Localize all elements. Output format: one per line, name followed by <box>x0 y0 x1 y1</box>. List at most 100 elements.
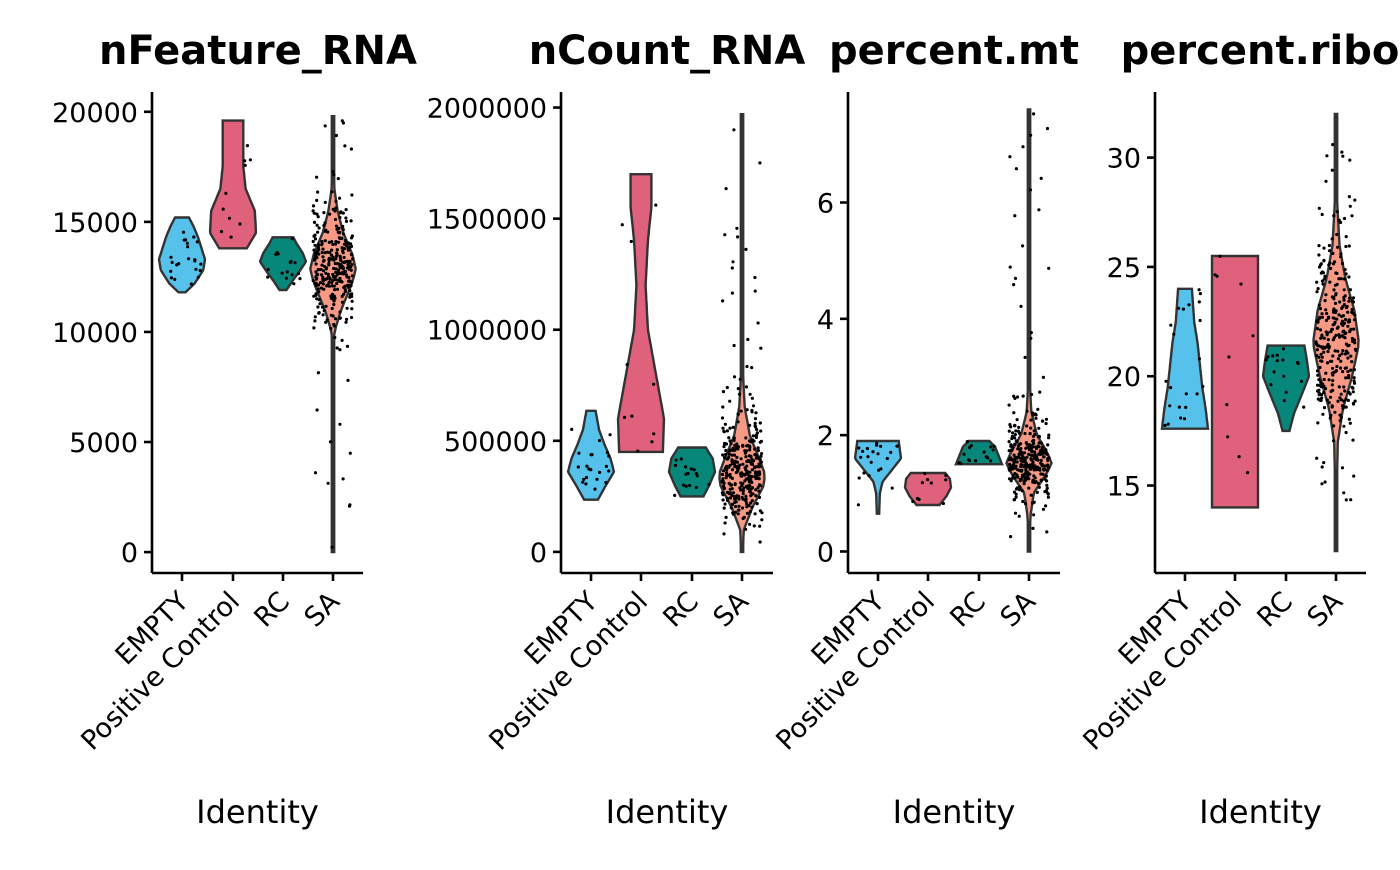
data-point <box>746 443 750 447</box>
data-point <box>1009 425 1013 429</box>
data-point <box>1341 154 1345 158</box>
jitter-points-sa <box>311 119 355 549</box>
data-point <box>1009 464 1013 468</box>
data-point <box>962 452 966 456</box>
data-point <box>1201 384 1205 389</box>
data-point <box>1020 473 1025 477</box>
data-point <box>1334 333 1338 337</box>
data-point <box>324 271 328 275</box>
data-point <box>266 267 270 272</box>
data-point <box>1352 376 1356 380</box>
data-point <box>1316 421 1320 425</box>
data-point <box>311 239 315 244</box>
data-point <box>1353 318 1357 322</box>
data-point <box>757 473 762 477</box>
data-point <box>1318 307 1322 311</box>
data-point <box>346 378 350 382</box>
data-point <box>654 203 658 207</box>
data-point <box>1018 477 1023 481</box>
data-point <box>731 491 736 495</box>
data-point <box>332 302 336 307</box>
data-point <box>758 524 762 528</box>
data-point <box>1044 449 1048 453</box>
data-point <box>760 518 764 522</box>
data-point <box>1337 313 1341 317</box>
data-point <box>1348 421 1352 425</box>
data-point <box>1047 436 1051 440</box>
data-point <box>1342 385 1346 389</box>
data-point <box>1030 450 1034 454</box>
data-point <box>748 484 752 488</box>
data-point <box>1331 379 1335 383</box>
data-point <box>245 144 249 148</box>
data-point <box>1015 440 1019 444</box>
data-point <box>292 282 296 286</box>
data-point <box>334 267 338 271</box>
data-point <box>347 267 351 271</box>
data-point <box>1041 375 1045 379</box>
data-point <box>917 497 921 501</box>
data-point <box>681 483 686 487</box>
y-tick-label: 25 <box>1107 253 1141 284</box>
data-point <box>589 468 593 472</box>
data-point <box>1013 472 1017 476</box>
data-point <box>759 454 763 458</box>
data-point <box>1323 387 1328 391</box>
data-point <box>944 473 948 477</box>
data-point <box>313 243 317 247</box>
data-point <box>1339 322 1344 326</box>
violin-empty <box>157 216 207 294</box>
data-point <box>749 494 753 498</box>
data-point <box>625 363 629 367</box>
data-point <box>1015 395 1020 399</box>
jitter-points-rc <box>957 440 996 465</box>
data-point <box>736 512 740 516</box>
data-point <box>1017 425 1021 429</box>
data-point <box>314 293 318 297</box>
data-point <box>729 442 733 446</box>
data-point <box>747 439 752 443</box>
data-point <box>343 144 347 148</box>
data-point <box>1342 491 1346 495</box>
data-point <box>1352 379 1356 383</box>
data-point <box>1338 413 1342 417</box>
data-point <box>330 257 334 261</box>
data-point <box>1275 359 1279 363</box>
panel-title: percent.mt <box>829 28 1079 74</box>
data-point <box>753 447 757 451</box>
data-point <box>733 500 737 504</box>
data-point <box>1339 255 1343 259</box>
data-point <box>750 457 754 461</box>
data-point <box>1024 441 1028 445</box>
data-point <box>750 475 755 479</box>
jitter-points-sa <box>720 128 764 544</box>
data-point <box>1322 258 1326 262</box>
x-axis-label: Identity <box>606 793 729 831</box>
data-point <box>1340 319 1344 323</box>
data-point <box>1046 463 1050 467</box>
data-point <box>1041 445 1045 449</box>
data-point <box>1350 308 1354 312</box>
data-point <box>1319 345 1323 349</box>
data-point <box>747 480 752 484</box>
data-point <box>724 187 728 191</box>
data-point <box>727 436 731 440</box>
data-point <box>1039 448 1043 452</box>
data-point <box>755 431 760 435</box>
data-point <box>331 169 335 174</box>
data-point <box>1326 342 1330 346</box>
data-point <box>1333 410 1337 414</box>
data-point <box>1041 419 1045 423</box>
data-point <box>752 465 757 469</box>
data-point <box>636 449 640 453</box>
data-point <box>1339 277 1343 281</box>
data-point <box>732 343 736 348</box>
jitter-points-positive-control <box>911 471 948 506</box>
data-point <box>1317 393 1321 397</box>
data-point <box>1018 485 1022 489</box>
data-point <box>728 426 732 430</box>
data-point <box>1318 384 1323 388</box>
y-tick-label: 15 <box>1107 472 1141 503</box>
data-point <box>1296 362 1300 366</box>
